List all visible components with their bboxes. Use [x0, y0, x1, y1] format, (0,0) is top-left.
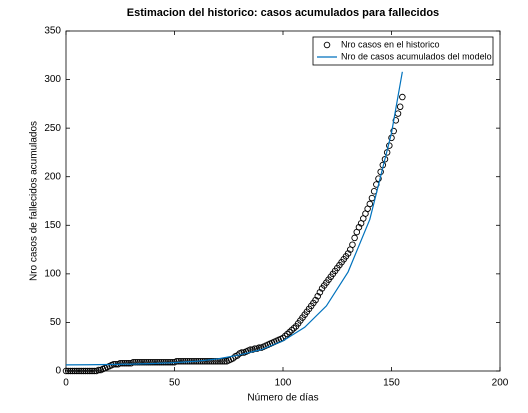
data-point: [125, 359, 133, 367]
data-point: [316, 289, 324, 296]
data-point: [179, 358, 187, 365]
data-point: [381, 155, 389, 163]
data-point: [153, 359, 161, 366]
model-line: [65, 71, 403, 366]
data-point: [86, 367, 94, 375]
data-point: [288, 326, 295, 334]
legend-label: Nro de casos acumulados del modelo: [341, 51, 492, 61]
data-point: [396, 103, 404, 111]
data-point: [344, 250, 352, 257]
y-tick-label: 50: [50, 317, 62, 328]
data-point: [203, 358, 211, 365]
x-tick-label: 150: [383, 378, 400, 389]
chart-title: Estimacion del historico: casos acumulad…: [127, 7, 439, 19]
data-point: [399, 93, 406, 101]
x-tick-label: 200: [492, 378, 509, 389]
y-tick-label: 300: [44, 74, 61, 85]
data-point: [67, 367, 74, 375]
data-point: [136, 359, 144, 366]
data-point: [151, 359, 159, 366]
legend-marker: [323, 41, 331, 49]
y-axis-label: Nro casos de fallecidos acumulados: [29, 121, 40, 281]
data-point: [160, 359, 167, 366]
data-point: [212, 358, 219, 365]
data-point: [158, 359, 165, 366]
data-point: [162, 359, 170, 366]
data-point: [130, 359, 137, 366]
y-tick-label: 350: [44, 26, 61, 37]
data-point: [149, 359, 157, 366]
data-point: [69, 367, 76, 375]
data-point: [355, 223, 363, 231]
y-tick-label: 150: [44, 220, 61, 231]
data-point: [77, 367, 85, 375]
data-point: [210, 358, 217, 365]
data-point: [221, 358, 228, 365]
data-point: [290, 325, 298, 332]
y-tick-label: 200: [44, 171, 61, 182]
data-point: [95, 366, 102, 374]
data-point: [75, 367, 83, 375]
y-tick-label: 0: [55, 366, 61, 377]
data-point: [84, 367, 91, 375]
data-point: [238, 349, 246, 356]
data-point: [140, 359, 148, 366]
data-point: [145, 359, 152, 366]
data-point: [138, 359, 146, 366]
x-tick-label: 0: [63, 378, 69, 389]
data-point: [390, 127, 397, 135]
x-tick-label: 50: [169, 378, 181, 389]
data-point: [177, 358, 185, 365]
data-point: [64, 367, 72, 375]
data-point: [132, 359, 139, 366]
data-point: [205, 358, 213, 365]
legend-label: Nro casos en el historico: [341, 39, 440, 49]
data-point: [314, 292, 321, 300]
legend-box: [312, 36, 494, 66]
data-point: [147, 359, 154, 366]
data-point: [201, 358, 209, 365]
data-point: [312, 296, 319, 304]
data-point: [134, 359, 141, 366]
data-point: [392, 117, 400, 124]
data-point: [90, 367, 98, 375]
data-point: [123, 359, 131, 367]
data-point: [284, 330, 291, 338]
data-point: [121, 359, 128, 367]
data-point: [71, 367, 78, 375]
y-tick-label: 250: [44, 123, 61, 134]
data-point: [80, 367, 87, 375]
data-point: [143, 359, 150, 366]
data-point: [175, 358, 183, 365]
data-point: [82, 367, 89, 375]
data-point: [349, 241, 356, 248]
data-point: [62, 367, 70, 375]
data-point: [88, 367, 96, 375]
data-point: [156, 359, 163, 366]
data-point: [173, 358, 180, 365]
data-point: [366, 200, 374, 208]
data-point: [286, 328, 293, 336]
data-point: [119, 359, 126, 367]
data-point: [116, 359, 124, 367]
data-point: [208, 358, 215, 365]
x-axis-label: Número de días: [247, 393, 318, 404]
y-tick-label: 100: [44, 268, 61, 279]
data-point: [351, 234, 358, 242]
data-point: [375, 175, 382, 182]
x-tick-label: 100: [275, 378, 292, 389]
data-point: [73, 367, 81, 375]
